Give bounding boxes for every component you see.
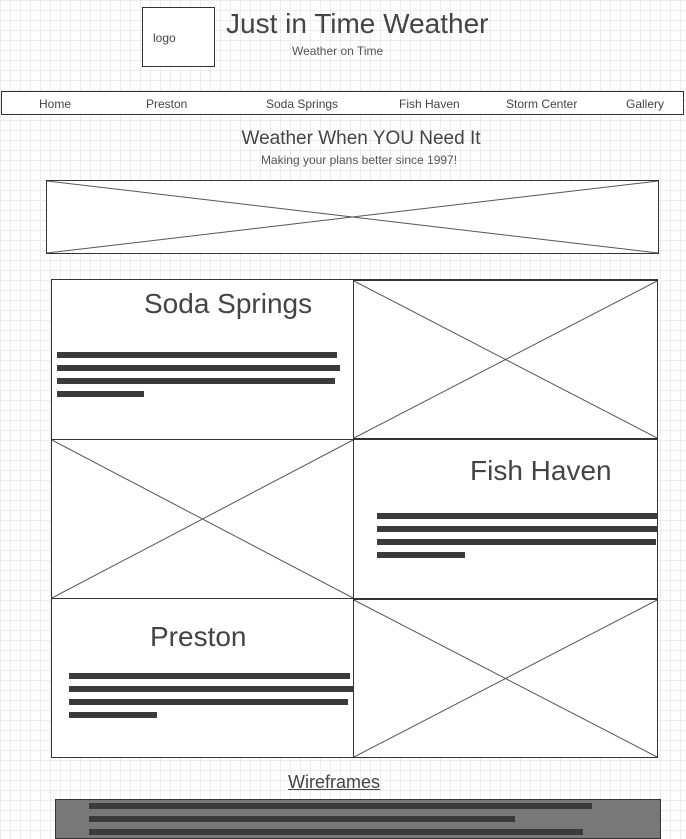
footer-text-line-placeholder xyxy=(89,803,592,809)
nav-item-soda-springs[interactable]: Soda Springs xyxy=(266,97,339,111)
nav-item-preston[interactable]: Preston xyxy=(146,97,188,111)
text-line-placeholder xyxy=(377,539,656,545)
text-line-placeholder xyxy=(57,378,335,384)
logo-placeholder[interactable]: logo xyxy=(142,7,215,67)
text-line-placeholder xyxy=(57,352,337,358)
fish-haven-image-placeholder xyxy=(51,439,354,599)
soda-springs-title: Soda Springs xyxy=(144,288,313,319)
text-line-placeholder xyxy=(69,699,348,705)
preston-title: Preston xyxy=(150,621,247,652)
soda-springs-text-panel: Soda Springs xyxy=(51,279,354,440)
site-tagline: Weather on Time xyxy=(292,44,384,58)
main-nav: Home Preston Soda Springs Fish Haven Sto… xyxy=(1,91,684,115)
preston-image-placeholder xyxy=(353,599,658,758)
nav-item-home[interactable]: Home xyxy=(39,97,72,111)
footer xyxy=(55,799,661,839)
preston-text-panel: Preston xyxy=(51,598,354,758)
text-line-placeholder xyxy=(57,365,340,371)
site-title: Just in Time Weather xyxy=(226,8,489,39)
text-line-placeholder xyxy=(57,391,144,397)
text-line-placeholder xyxy=(69,712,157,718)
fish-haven-title: Fish Haven xyxy=(470,455,612,486)
text-line-placeholder xyxy=(377,526,658,532)
footer-text-line-placeholder xyxy=(89,829,583,835)
footer-text-line-placeholder xyxy=(89,816,515,822)
nav-item-fish-haven[interactable]: Fish Haven xyxy=(399,97,460,111)
hero-subhead: Making your plans better since 1997! xyxy=(260,153,458,167)
nav-item-gallery[interactable]: Gallery xyxy=(626,97,665,111)
hero-headline: Weather When YOU Need It xyxy=(241,128,481,149)
text-line-placeholder xyxy=(69,673,350,679)
hero-image-placeholder xyxy=(46,180,659,254)
text-line-placeholder xyxy=(377,513,658,519)
logo-label: logo xyxy=(153,31,176,45)
wireframes-link[interactable]: Wireframes xyxy=(288,772,381,792)
nav-item-storm-center[interactable]: Storm Center xyxy=(506,97,578,111)
text-line-placeholder xyxy=(377,552,465,558)
soda-springs-image-placeholder xyxy=(353,280,658,439)
text-line-placeholder xyxy=(69,686,353,692)
fish-haven-text-panel: Fish Haven xyxy=(353,439,658,599)
